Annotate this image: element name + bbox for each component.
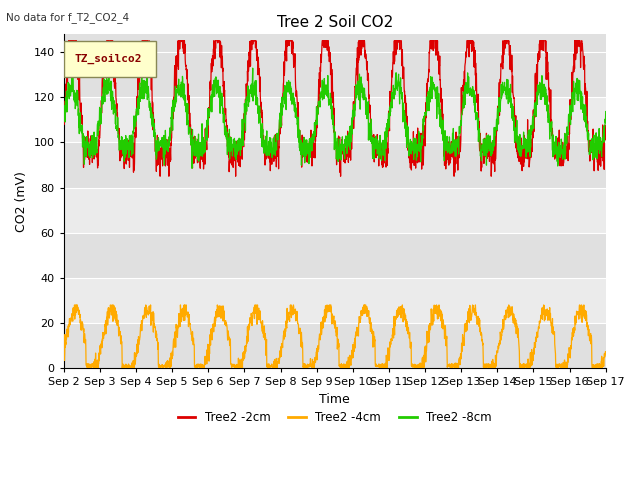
Text: No data for f_T2_CO2_4: No data for f_T2_CO2_4 xyxy=(6,12,129,23)
Text: TZ_soilco2: TZ_soilco2 xyxy=(74,54,142,64)
Bar xyxy=(64,278,605,323)
Title: Tree 2 Soil CO2: Tree 2 Soil CO2 xyxy=(276,15,393,30)
Bar xyxy=(64,188,605,233)
FancyBboxPatch shape xyxy=(64,41,156,77)
Bar xyxy=(64,97,605,143)
Legend: Tree2 -2cm, Tree2 -4cm, Tree2 -8cm: Tree2 -2cm, Tree2 -4cm, Tree2 -8cm xyxy=(173,407,497,429)
Y-axis label: CO2 (mV): CO2 (mV) xyxy=(15,170,28,231)
X-axis label: Time: Time xyxy=(319,393,350,406)
